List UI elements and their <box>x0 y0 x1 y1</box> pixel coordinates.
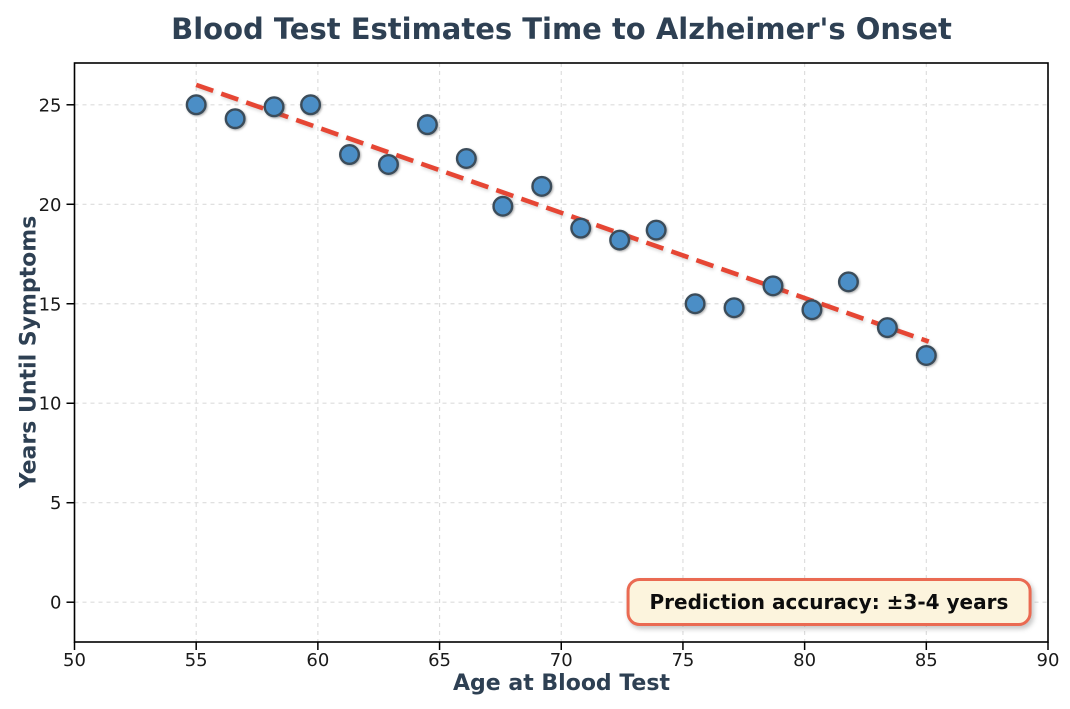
data-point <box>455 148 477 170</box>
trend-line <box>195 82 930 344</box>
x-tick-label: 90 <box>1037 650 1060 671</box>
x-tick-label: 80 <box>793 650 816 671</box>
data-point <box>224 108 246 130</box>
data-point <box>263 96 285 118</box>
x-tick-label: 65 <box>428 650 451 671</box>
y-tick-label: 5 <box>50 493 61 514</box>
data-point <box>416 114 438 136</box>
data-point <box>801 299 823 321</box>
x-tick-label: 60 <box>306 650 329 671</box>
y-tick-label: 15 <box>39 294 62 315</box>
data-point <box>723 297 745 319</box>
data-point <box>300 94 322 116</box>
x-tick-label: 55 <box>185 650 208 671</box>
data-point <box>684 293 706 315</box>
data-point <box>876 317 898 339</box>
data-point <box>837 271 859 293</box>
x-axis-label: Age at Blood Test <box>453 671 670 696</box>
data-point <box>762 275 784 297</box>
data-point <box>645 219 667 241</box>
annotation-text: Prediction accuracy: ±3-4 years <box>649 590 1009 615</box>
y-tick-label: 25 <box>39 95 62 116</box>
x-tick-label: 70 <box>550 650 573 671</box>
data-point <box>570 217 592 239</box>
x-tick-label: 85 <box>915 650 938 671</box>
data-point <box>492 195 514 217</box>
data-point <box>185 94 207 116</box>
prediction-accuracy-annotation: Prediction accuracy: ±3-4 years <box>626 578 1032 627</box>
x-tick-label: 50 <box>63 650 86 671</box>
y-tick-label: 10 <box>39 394 62 415</box>
y-axis-label: Years Until Symptoms <box>16 215 42 489</box>
data-point <box>339 144 361 166</box>
data-point <box>531 175 553 197</box>
data-point <box>915 344 937 366</box>
data-point <box>609 229 631 251</box>
x-tick-label: 75 <box>671 650 694 671</box>
y-tick-label: 20 <box>39 195 62 216</box>
y-tick-label: 0 <box>50 593 61 614</box>
data-point <box>377 153 399 175</box>
chart-title: Blood Test Estimates Time to Alzheimer's… <box>171 12 952 46</box>
